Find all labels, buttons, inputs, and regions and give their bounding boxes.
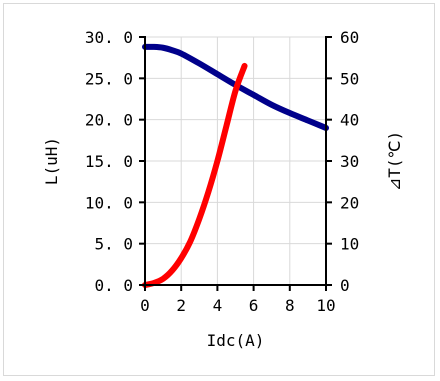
left-y-tick-label: 25. 0 — [85, 69, 133, 88]
series-lines — [142, 43, 329, 288]
inductance-line — [142, 43, 329, 131]
right-y-tick-label: 40 — [340, 111, 359, 130]
x-axis-title: Idc(A) — [207, 331, 265, 350]
left-y-axis-title: L(uH) — [42, 137, 61, 185]
left-y-tick-label: 5. 0 — [94, 235, 133, 254]
left-y-tick-label: 20. 0 — [85, 111, 133, 130]
x-tick-label: 0 — [140, 296, 150, 315]
x-tick-label: 8 — [285, 296, 295, 315]
grid-lines — [145, 36, 326, 285]
left-y-tick-label: 0. 0 — [94, 276, 133, 295]
left-y-tick-label: 10. 0 — [85, 193, 133, 212]
right-y-tick-label: 50 — [340, 69, 359, 88]
right-y-tick-label: 10 — [340, 235, 359, 254]
right-y-tick-label: 30 — [340, 152, 359, 171]
chart-frame — [3, 3, 435, 376]
right-y-tick-label: 20 — [340, 193, 359, 212]
right-y-tick-label: 0 — [340, 276, 350, 295]
left-y-tick-label: 15. 0 — [85, 152, 133, 171]
x-tick-label: 10 — [316, 296, 335, 315]
right-y-tick-label: 60 — [340, 28, 359, 47]
x-tick-label: 4 — [213, 296, 223, 315]
x-tick-label: 2 — [176, 296, 186, 315]
x-tick-label: 6 — [249, 296, 259, 315]
tick-labels: 0. 05. 010. 015. 020. 025. 030. 00102030… — [85, 28, 359, 315]
temperature-rise-line — [142, 62, 248, 288]
axes — [139, 36, 332, 291]
right-y-axis-title: ⊿T(℃) — [385, 131, 404, 191]
left-y-tick-label: 30. 0 — [85, 28, 133, 47]
